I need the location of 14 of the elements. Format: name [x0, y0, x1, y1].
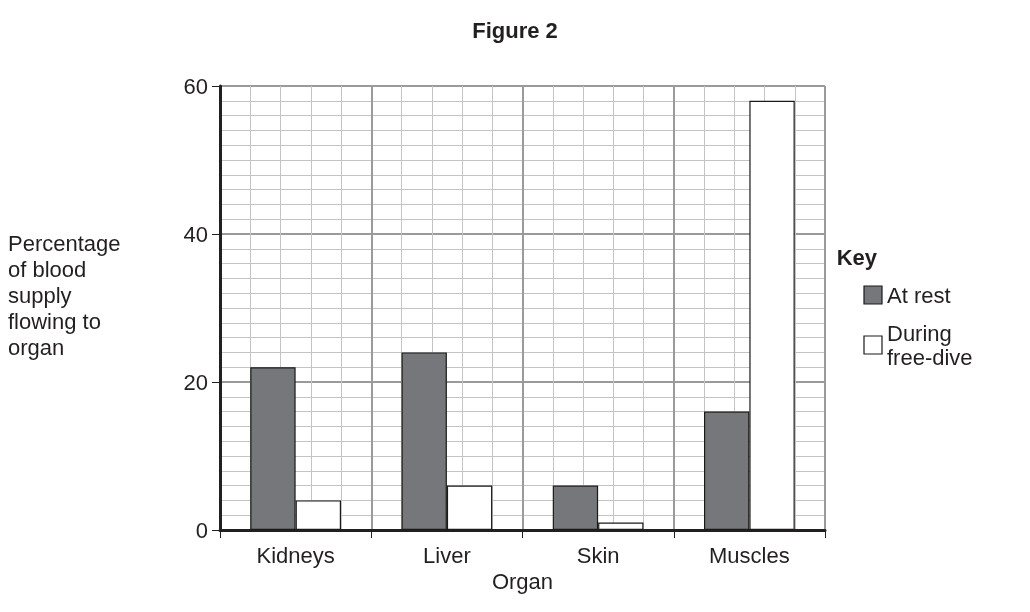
y-tick-label: 0 [195, 517, 208, 543]
y-tick-label: 40 [183, 221, 208, 247]
x-axis-title: Organ [491, 569, 554, 595]
x-tick-label: Kidneys [256, 542, 335, 568]
y-axis-title: Percentage of blood supply flowing to organ [8, 230, 127, 360]
y-tick-label: 60 [183, 73, 208, 99]
x-tick-label: Liver [423, 542, 471, 568]
legend-label: At rest [887, 282, 951, 308]
legend-label: During free-dive [887, 320, 973, 370]
legend-title: Key [836, 244, 878, 270]
chart-title: Figure 2 [472, 17, 558, 43]
x-tick-label: Skin [576, 542, 620, 568]
y-tick-label: 20 [183, 369, 208, 395]
x-tick-label: Muscles [709, 542, 790, 568]
